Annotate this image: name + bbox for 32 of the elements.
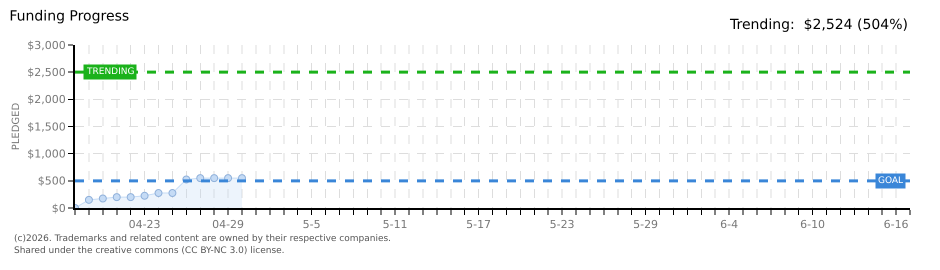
point xyxy=(154,189,162,198)
text: (c)2026. Trademarks and related content are owned by their respective companies. xyxy=(14,234,392,244)
text: Shared under the creative commons (CC BY-NC 3.0) license. xyxy=(14,246,285,256)
y-tick-label: $0 xyxy=(52,202,66,215)
x-tick-label: 6-4 xyxy=(720,218,738,232)
x-tick-label: 6-10 xyxy=(800,218,826,232)
y-tick-label: $2,500 xyxy=(27,66,66,80)
x-tick-label: 5-17 xyxy=(466,218,492,232)
x-tick-label: 04-29 xyxy=(212,218,244,232)
point xyxy=(112,193,121,202)
x-tick-label: 04-23 xyxy=(128,218,161,232)
ref-line-label: GOAL xyxy=(878,176,904,186)
point xyxy=(84,196,93,204)
x-tick-label: 5-11 xyxy=(382,218,408,232)
y-tick-label: $1,000 xyxy=(27,148,66,161)
point xyxy=(210,174,218,182)
point xyxy=(98,194,107,202)
x-tick-label: 5-29 xyxy=(633,218,658,232)
y-tick-label: $500 xyxy=(38,174,66,188)
y-tick-label: $1,500 xyxy=(27,120,66,134)
chart-subtitle: Trending: $2,524 (504%) xyxy=(729,17,908,33)
point xyxy=(168,189,176,198)
x-tick-label: 6-16 xyxy=(884,218,909,232)
y-tick-label: $3,000 xyxy=(27,38,66,52)
x-tick-label: 5-23 xyxy=(550,218,575,232)
point xyxy=(140,192,149,200)
ref-line-label: TRENDING xyxy=(86,67,134,77)
point xyxy=(126,193,135,202)
y-axis-title: PLEDGED xyxy=(10,102,22,150)
x-tick-label: 5-5 xyxy=(302,218,321,232)
y-tick-label: $2,000 xyxy=(27,93,66,106)
chart-title: Funding Progress xyxy=(9,8,130,25)
